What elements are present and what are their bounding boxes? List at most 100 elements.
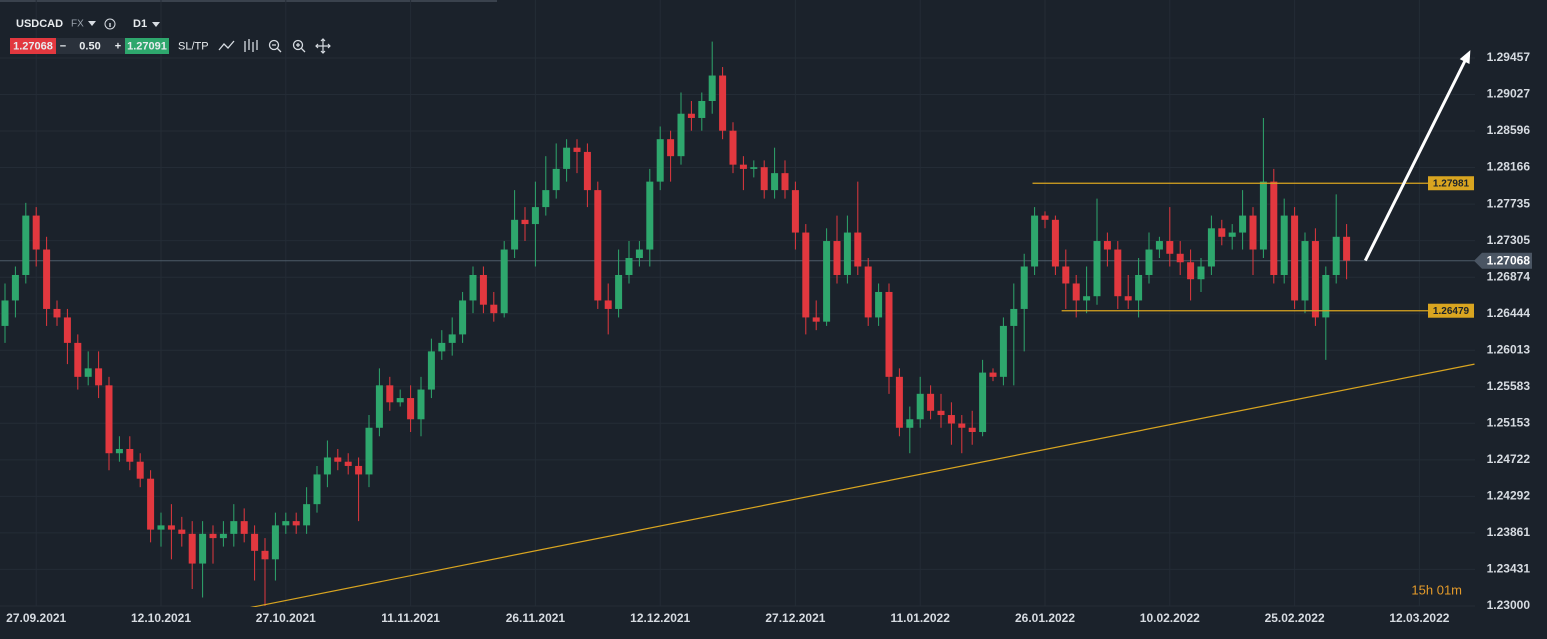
candle-body (875, 291, 883, 318)
candle-body (625, 258, 633, 275)
candle-body (677, 113, 685, 157)
candle-body (386, 385, 394, 403)
candle-body (1291, 215, 1299, 301)
candle-body (1311, 241, 1319, 318)
y-tick-label: 1.27735 (1487, 196, 1531, 210)
symbol[interactable]: USDCAD (16, 18, 63, 30)
sltp-button[interactable]: SL/TP (178, 40, 209, 52)
pan-icon[interactable] (315, 38, 331, 54)
candle-body (760, 167, 768, 191)
level-label: 1.27981 (1433, 178, 1470, 189)
candle-body (1270, 181, 1278, 275)
x-tick-label: 11.01.2022 (890, 611, 950, 625)
plot-area (0, 0, 1475, 607)
candle-body (1239, 215, 1247, 233)
candle-body (604, 300, 612, 309)
candle-body (1207, 228, 1215, 267)
candle-body (573, 147, 581, 152)
zoom-in-icon-mark (296, 43, 306, 53)
candle-body (531, 207, 539, 225)
candle-body (448, 334, 456, 343)
x-tick-label: 27.10.2021 (256, 611, 316, 625)
level-tag (1428, 176, 1474, 191)
candle-body (334, 457, 342, 462)
candle-body (147, 478, 155, 530)
candle-body (240, 521, 248, 534)
candle-tool-icon[interactable] (244, 39, 258, 52)
candle-body (1072, 283, 1080, 301)
candle-body (656, 139, 664, 182)
candle-body (708, 75, 716, 101)
minus-button[interactable]: − (60, 40, 66, 52)
y-tick-label: 1.25153 (1487, 415, 1531, 429)
zoom-out-icon[interactable] (268, 39, 280, 51)
market: FX (71, 19, 84, 30)
top-bar (0, 0, 497, 2)
candle-body (417, 389, 425, 420)
y-tick-label: 1.24722 (1487, 452, 1531, 466)
candle-body (1124, 296, 1132, 301)
y-tick-label: 1.23861 (1487, 525, 1531, 539)
candle-body (469, 274, 477, 301)
candle-body (355, 465, 363, 475)
candle-body (1114, 249, 1122, 297)
candle-body (136, 461, 144, 479)
candle-body (698, 101, 706, 118)
candle-body (1249, 215, 1257, 250)
candle-body (1332, 236, 1340, 275)
candle-body (271, 525, 279, 560)
spread[interactable]: 0.50 (79, 40, 100, 52)
candle-body (1155, 241, 1163, 250)
current-price-label: 1.27068 (1487, 253, 1531, 267)
candle-body (178, 529, 186, 534)
candle-body (365, 427, 373, 475)
candle-body (1259, 181, 1267, 250)
candle-body (490, 304, 498, 314)
candle-body (781, 173, 789, 191)
candle-body (833, 241, 841, 275)
candle-body (542, 190, 550, 208)
ask-box[interactable] (125, 38, 169, 54)
candle-body (375, 385, 383, 428)
candle-body (719, 75, 727, 131)
candle-body (95, 368, 103, 386)
timeframe[interactable]: D1 (133, 18, 147, 30)
y-tick-label: 1.29027 (1487, 87, 1531, 101)
candle-body (115, 448, 123, 454)
candle-body (1166, 241, 1174, 254)
bid-box[interactable] (10, 38, 56, 54)
candle-body (209, 533, 217, 539)
candle-body (646, 181, 654, 250)
candle-body (937, 410, 945, 416)
candle-body (771, 173, 779, 191)
candle-body (251, 533, 259, 551)
candle-body (947, 415, 955, 424)
bid[interactable]: 1.27068 (13, 40, 53, 52)
dropdown-icon[interactable] (88, 21, 96, 26)
candle-body (594, 190, 602, 301)
y-tick-label: 1.28596 (1487, 123, 1531, 137)
dropdown-icon[interactable] (152, 22, 160, 27)
candle-body (1280, 215, 1288, 275)
candle-body (1010, 308, 1018, 326)
candle-body (1176, 253, 1184, 263)
candle-body (989, 372, 997, 377)
candle-body (563, 147, 571, 169)
y-tick-label: 1.26013 (1487, 342, 1531, 356)
x-tick-label: 27.12.2021 (765, 611, 825, 625)
plus-button[interactable]: + (115, 40, 121, 52)
y-tick-label: 1.23431 (1487, 562, 1531, 576)
candle-body (396, 398, 404, 403)
y-tick-label: 1.23000 (1487, 598, 1531, 612)
candle-body (1301, 241, 1309, 301)
candle-body (22, 215, 30, 275)
ask[interactable]: 1.27091 (127, 40, 167, 52)
info-icon[interactable] (104, 18, 116, 30)
candle-body (313, 474, 321, 505)
line-tool-icon[interactable] (218, 40, 235, 51)
zoom-in-icon[interactable] (292, 39, 304, 51)
candle-body (230, 521, 238, 534)
candle-body (1031, 215, 1039, 267)
